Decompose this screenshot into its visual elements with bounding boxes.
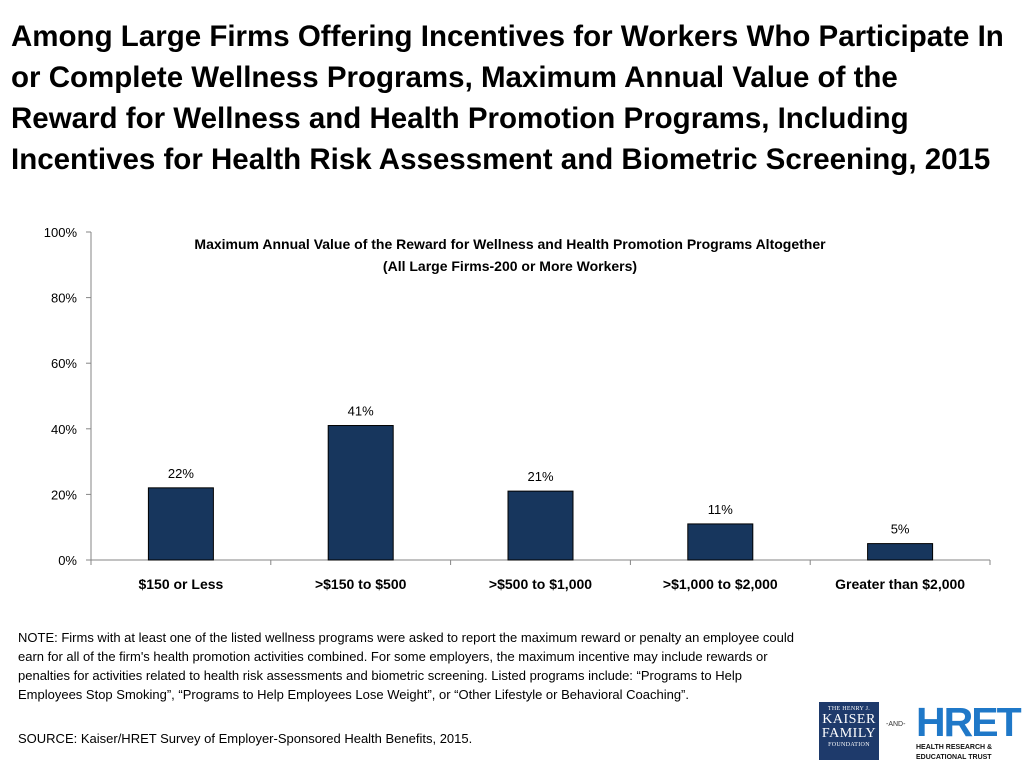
hret-logo-sub1: HEALTH RESEARCH &: [916, 744, 993, 751]
y-tick-label: 20%: [51, 487, 77, 502]
chart-labels: 22% $150 or Less 41% >$150 to $500 21% >$500 …: [138, 404, 965, 592]
y-tick-label: 80%: [51, 291, 77, 306]
chart-title-line1: Maximum Annual Value of the Reward for W…: [194, 236, 826, 252]
kff-logo-line1: THE HENRY J.: [827, 706, 871, 712]
data-label: 22%: [168, 466, 194, 481]
bar: [867, 543, 934, 561]
note-text: NOTE: Firms with at least one of the lis…: [18, 630, 795, 702]
y-tick-label: 0%: [58, 553, 77, 568]
y-tick-label: 100%: [44, 225, 78, 240]
bar-chart: Maximum Annual Value of the Reward for W…: [44, 225, 991, 592]
hret-logo-sub2: EDUCATIONAL TRUST: [916, 754, 992, 761]
slide-title: Among Large Firms Offering Incentives fo…: [11, 20, 1004, 176]
bar: [327, 425, 394, 561]
category-label: >$500 to $1,000: [489, 576, 592, 592]
data-label: 41%: [348, 404, 374, 419]
chart-bars: [147, 425, 934, 561]
kff-logo-line4: FOUNDATION: [828, 742, 870, 748]
kff-logo-line3: FAMILY: [821, 726, 877, 741]
kff-logo: THE HENRY J. KAISER FAMILY FOUNDATION: [819, 702, 879, 760]
chart-axes: 0% 20% 40% 60% 80% 100%: [44, 225, 991, 568]
source-text: SOURCE: Kaiser/HRET Survey of Employer-S…: [18, 731, 473, 746]
hret-logo-name: HRET: [916, 699, 1022, 745]
y-tick-label: 40%: [51, 422, 77, 437]
category-label: >$1,000 to $2,000: [663, 576, 778, 592]
bar: [507, 490, 574, 561]
bar: [147, 487, 214, 561]
category-label: >$150 to $500: [315, 576, 407, 592]
y-tick-label: 60%: [51, 356, 77, 371]
chart-title-line2: (All Large Firms-200 or More Workers): [383, 258, 637, 274]
hret-logo: HRET HEALTH RESEARCH & EDUCATIONAL TRUST: [916, 702, 1024, 762]
data-label: 21%: [527, 469, 553, 484]
kff-logo-line2: KAISER: [822, 712, 876, 727]
and-text: -AND-: [886, 721, 906, 728]
category-label: Greater than $2,000: [835, 576, 965, 592]
bar: [687, 523, 754, 561]
data-label: 5%: [891, 522, 910, 537]
data-label: 11%: [708, 502, 733, 517]
category-label: $150 or Less: [138, 576, 223, 592]
